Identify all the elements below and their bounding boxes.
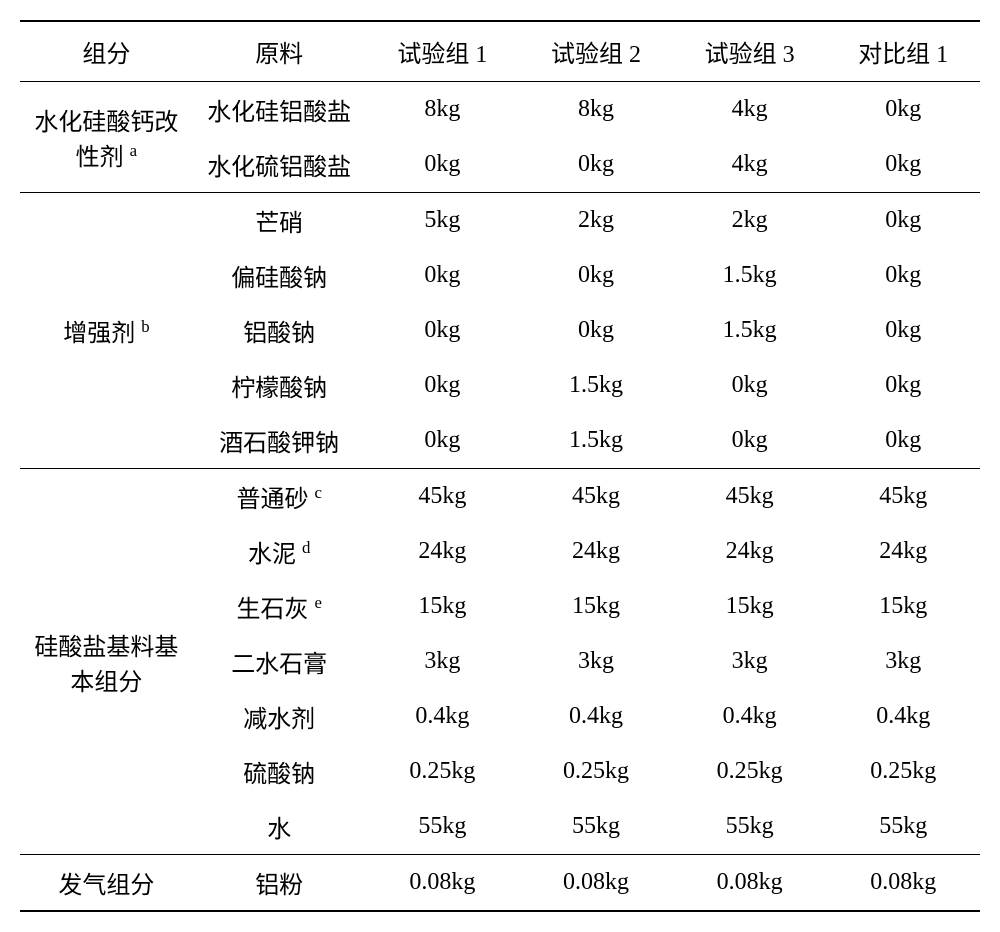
value-cell: 0.08kg: [673, 855, 827, 912]
material-cell: 水泥 d: [193, 524, 366, 579]
value-cell: 0.08kg: [519, 855, 673, 912]
value-cell: 0.25kg: [826, 744, 980, 799]
value-cell: 1.5kg: [673, 248, 827, 303]
table-row: 硅酸盐基料基本组分 普通砂 c 45kg 45kg 45kg 45kg: [20, 469, 980, 525]
value-cell: 4kg: [673, 82, 827, 138]
value-cell: 0kg: [826, 193, 980, 249]
value-cell: 0kg: [673, 413, 827, 469]
value-cell: 0kg: [826, 137, 980, 193]
value-cell: 0kg: [826, 248, 980, 303]
value-cell: 15kg: [366, 579, 520, 634]
value-cell: 5kg: [366, 193, 520, 249]
header-row: 组分 原料 试验组 1 试验组 2 试验组 3 对比组 1: [20, 21, 980, 82]
value-cell: 3kg: [826, 634, 980, 689]
value-cell: 3kg: [366, 634, 520, 689]
material-cell: 减水剂: [193, 689, 366, 744]
value-cell: 15kg: [826, 579, 980, 634]
value-cell: 0.4kg: [673, 689, 827, 744]
group-name-cell: 硅酸盐基料基本组分: [20, 469, 193, 855]
header-col-1: 组分: [20, 21, 193, 82]
value-cell: 0kg: [366, 137, 520, 193]
value-cell: 0.4kg: [519, 689, 673, 744]
material-cell: 芒硝: [193, 193, 366, 249]
value-cell: 8kg: [519, 82, 673, 138]
value-cell: 24kg: [826, 524, 980, 579]
material-cell: 铝酸钠: [193, 303, 366, 358]
value-cell: 24kg: [366, 524, 520, 579]
material-cell: 偏硅酸钠: [193, 248, 366, 303]
value-cell: 2kg: [673, 193, 827, 249]
value-cell: 0.08kg: [366, 855, 520, 912]
material-cell: 酒石酸钾钠: [193, 413, 366, 469]
value-cell: 0kg: [366, 248, 520, 303]
header-col-2: 原料: [193, 21, 366, 82]
header-col-6: 对比组 1: [826, 21, 980, 82]
value-cell: 0.25kg: [366, 744, 520, 799]
value-cell: 1.5kg: [519, 413, 673, 469]
group-name-cell: 水化硅酸钙改性剂 a: [20, 82, 193, 193]
value-cell: 0kg: [519, 303, 673, 358]
value-cell: 0.4kg: [826, 689, 980, 744]
value-cell: 4kg: [673, 137, 827, 193]
value-cell: 45kg: [366, 469, 520, 525]
header-col-3: 试验组 1: [366, 21, 520, 82]
table-row: 增强剂 b 芒硝 5kg 2kg 2kg 0kg: [20, 193, 980, 249]
value-cell: 3kg: [519, 634, 673, 689]
value-cell: 0.25kg: [673, 744, 827, 799]
material-cell: 硫酸钠: [193, 744, 366, 799]
value-cell: 0kg: [826, 82, 980, 138]
value-cell: 55kg: [519, 799, 673, 855]
value-cell: 0.25kg: [519, 744, 673, 799]
material-cell: 柠檬酸钠: [193, 358, 366, 413]
value-cell: 0.08kg: [826, 855, 980, 912]
value-cell: 0kg: [366, 358, 520, 413]
data-table-container: 组分 原料 试验组 1 试验组 2 试验组 3 对比组 1 水化硅酸钙改性剂 a…: [20, 20, 980, 912]
value-cell: 15kg: [673, 579, 827, 634]
material-cell: 生石灰 e: [193, 579, 366, 634]
material-cell: 水化硅铝酸盐: [193, 82, 366, 138]
material-cell: 铝粉: [193, 855, 366, 912]
value-cell: 0kg: [673, 358, 827, 413]
value-cell: 0kg: [366, 413, 520, 469]
value-cell: 15kg: [519, 579, 673, 634]
material-cell: 普通砂 c: [193, 469, 366, 525]
table-body: 水化硅酸钙改性剂 a 水化硅铝酸盐 8kg 8kg 4kg 0kg 水化硫铝酸盐…: [20, 82, 980, 912]
header-col-4: 试验组 2: [519, 21, 673, 82]
value-cell: 1.5kg: [673, 303, 827, 358]
value-cell: 0kg: [366, 303, 520, 358]
value-cell: 0kg: [826, 413, 980, 469]
table-row: 水化硅酸钙改性剂 a 水化硅铝酸盐 8kg 8kg 4kg 0kg: [20, 82, 980, 138]
value-cell: 55kg: [366, 799, 520, 855]
material-cell: 二水石膏: [193, 634, 366, 689]
group-name-cell: 增强剂 b: [20, 193, 193, 469]
value-cell: 3kg: [673, 634, 827, 689]
material-cell: 水: [193, 799, 366, 855]
value-cell: 45kg: [826, 469, 980, 525]
value-cell: 0kg: [519, 137, 673, 193]
value-cell: 0kg: [826, 303, 980, 358]
group-name-cell: 发气组分: [20, 855, 193, 912]
value-cell: 45kg: [519, 469, 673, 525]
value-cell: 1.5kg: [519, 358, 673, 413]
table-row: 发气组分 铝粉 0.08kg 0.08kg 0.08kg 0.08kg: [20, 855, 980, 912]
value-cell: 55kg: [673, 799, 827, 855]
value-cell: 24kg: [673, 524, 827, 579]
value-cell: 0kg: [519, 248, 673, 303]
value-cell: 55kg: [826, 799, 980, 855]
value-cell: 45kg: [673, 469, 827, 525]
value-cell: 24kg: [519, 524, 673, 579]
value-cell: 2kg: [519, 193, 673, 249]
value-cell: 0.4kg: [366, 689, 520, 744]
header-col-5: 试验组 3: [673, 21, 827, 82]
value-cell: 0kg: [826, 358, 980, 413]
data-table: 组分 原料 试验组 1 试验组 2 试验组 3 对比组 1 水化硅酸钙改性剂 a…: [20, 20, 980, 912]
material-cell: 水化硫铝酸盐: [193, 137, 366, 193]
value-cell: 8kg: [366, 82, 520, 138]
